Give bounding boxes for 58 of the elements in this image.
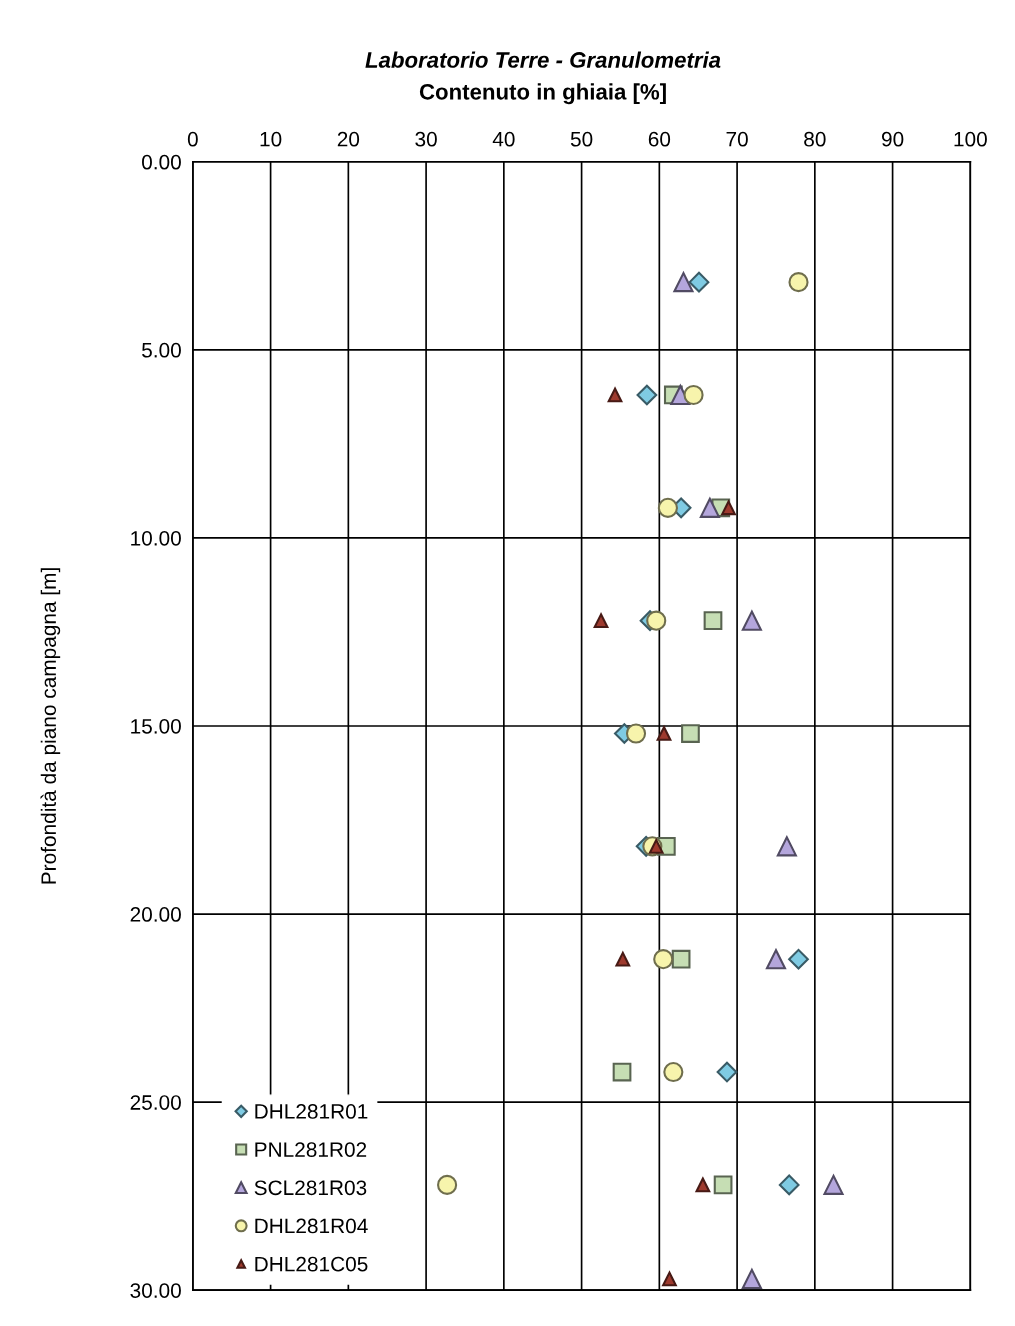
y-tick-label: 20.00 [130, 907, 181, 922]
point [741, 610, 762, 631]
y-tick-label: 15.00 [131, 718, 181, 734]
chart-title: Laboratorio Terre - Granulometria [365, 51, 721, 68]
x-tick-label: 100 [954, 131, 987, 147]
legend-label: DHL281R01 [255, 1104, 368, 1119]
x-tick-label: 40 [492, 131, 515, 147]
point [437, 1174, 458, 1195]
x-tick-label: 60 [648, 131, 671, 147]
point [657, 497, 678, 518]
point [625, 723, 647, 744]
x-tick-label: 50 [570, 131, 593, 147]
y-axis-title: Profondità da piano campagna [m] [40, 568, 61, 884]
point [776, 836, 797, 857]
point [741, 1268, 762, 1289]
point [823, 1174, 844, 1195]
point [788, 948, 809, 970]
point [778, 1174, 800, 1196]
point [683, 384, 704, 406]
y-tick-label: 10.00 [131, 530, 181, 546]
point [663, 1061, 684, 1083]
point [765, 949, 787, 970]
point [721, 500, 736, 516]
y-tick-label: 0.00 [142, 154, 181, 170]
point [607, 387, 623, 403]
legend-label: DHL281C05 [255, 1256, 368, 1272]
x-tick-label: 80 [804, 131, 826, 147]
x-tick-label: 20 [337, 131, 360, 147]
point [699, 497, 720, 518]
point [615, 951, 631, 967]
point [688, 271, 710, 293]
point [716, 1061, 738, 1083]
x-tick-label: 30 [415, 131, 437, 147]
point [671, 949, 691, 969]
x-tick-label: 90 [881, 131, 904, 147]
x-tick-label: 0 [187, 131, 198, 147]
x-tick-label: 10 [260, 131, 282, 147]
point [713, 1175, 733, 1195]
x-axis-title: Contenuto in ghiaia [%] [419, 83, 666, 105]
point [612, 1062, 632, 1082]
point [662, 1271, 677, 1287]
y-tick-label: 5.00 [142, 342, 181, 358]
point [656, 726, 672, 741]
point [636, 384, 658, 406]
point [646, 610, 667, 631]
y-tick-label: 25.00 [130, 1095, 181, 1110]
x-tick-label: 70 [726, 131, 748, 147]
legend-label: DHL281R04 [255, 1218, 368, 1234]
point [673, 272, 694, 293]
point [703, 611, 723, 631]
legend-label: PNL281R02 [255, 1142, 367, 1157]
point [788, 272, 809, 293]
point [681, 724, 700, 743]
point [593, 613, 609, 629]
point [695, 1177, 711, 1193]
y-tick-label: 30.00 [130, 1283, 181, 1298]
legend-label: SCL281R03 [254, 1180, 367, 1196]
point [653, 949, 674, 970]
